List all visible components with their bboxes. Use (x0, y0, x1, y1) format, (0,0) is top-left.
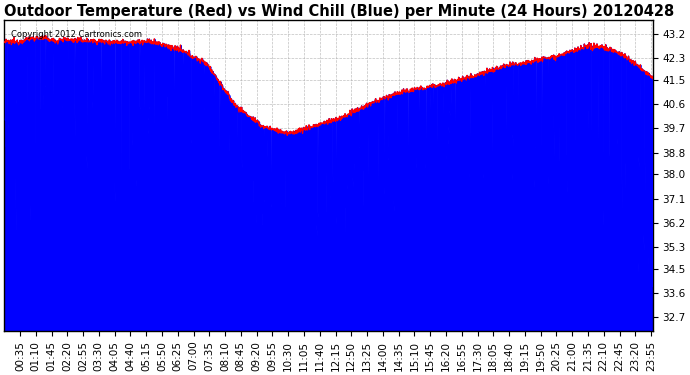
Text: Copyright 2012 Cartronics.com: Copyright 2012 Cartronics.com (10, 30, 141, 39)
Text: Outdoor Temperature (Red) vs Wind Chill (Blue) per Minute (24 Hours) 20120428: Outdoor Temperature (Red) vs Wind Chill … (4, 4, 674, 19)
